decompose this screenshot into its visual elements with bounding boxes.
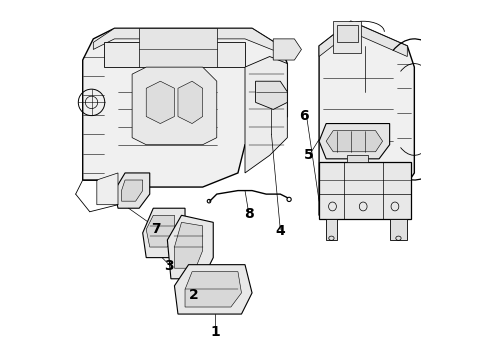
Polygon shape: [143, 208, 185, 258]
Text: 3: 3: [164, 260, 174, 274]
Polygon shape: [347, 155, 368, 162]
Polygon shape: [146, 215, 174, 247]
Polygon shape: [256, 81, 287, 109]
Polygon shape: [132, 67, 217, 145]
Text: 7: 7: [151, 222, 161, 237]
Polygon shape: [93, 28, 280, 53]
Polygon shape: [273, 39, 301, 60]
Text: 6: 6: [299, 109, 309, 123]
Polygon shape: [319, 123, 390, 159]
Polygon shape: [122, 180, 143, 201]
Polygon shape: [146, 81, 174, 123]
Polygon shape: [337, 25, 358, 42]
Polygon shape: [104, 42, 245, 67]
Polygon shape: [185, 272, 242, 307]
Polygon shape: [97, 173, 118, 205]
Polygon shape: [178, 81, 203, 123]
Polygon shape: [390, 219, 407, 240]
Polygon shape: [333, 21, 362, 53]
Text: 2: 2: [189, 288, 199, 302]
Text: 8: 8: [244, 207, 253, 221]
Polygon shape: [115, 173, 150, 208]
Text: 5: 5: [304, 148, 314, 162]
Polygon shape: [326, 219, 337, 240]
Polygon shape: [319, 162, 411, 219]
Polygon shape: [139, 28, 217, 67]
Polygon shape: [319, 21, 415, 215]
Text: 4: 4: [275, 224, 285, 238]
Polygon shape: [326, 131, 383, 152]
Polygon shape: [174, 265, 252, 314]
Polygon shape: [245, 57, 287, 173]
Text: 1: 1: [210, 325, 220, 339]
Polygon shape: [168, 215, 213, 279]
Polygon shape: [83, 28, 287, 187]
Polygon shape: [174, 222, 203, 268]
Polygon shape: [319, 21, 407, 57]
